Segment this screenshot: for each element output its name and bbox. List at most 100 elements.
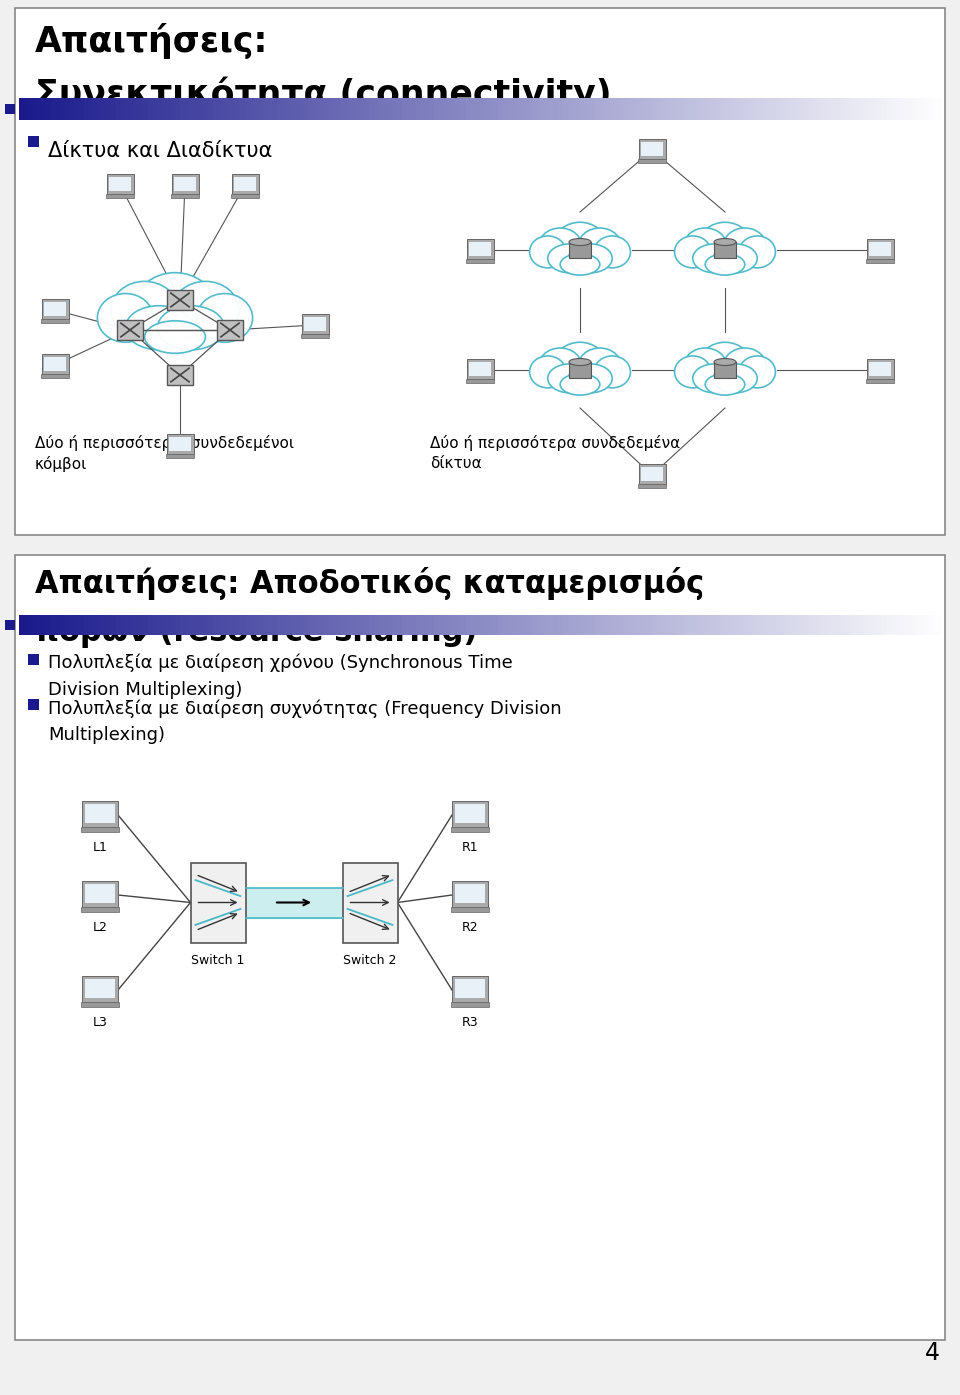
Ellipse shape <box>561 254 600 275</box>
Bar <box>844 615 850 635</box>
Bar <box>116 98 121 120</box>
Bar <box>250 615 254 635</box>
Bar <box>217 98 223 120</box>
Bar <box>849 615 853 635</box>
Bar <box>613 615 619 635</box>
Bar <box>420 98 425 120</box>
Bar <box>923 98 927 120</box>
Bar <box>194 615 200 635</box>
Bar <box>199 98 204 120</box>
Bar <box>683 98 688 120</box>
Bar <box>470 98 476 120</box>
Bar <box>881 98 886 120</box>
Ellipse shape <box>172 282 239 339</box>
Bar <box>268 98 273 120</box>
Ellipse shape <box>568 244 612 273</box>
Bar <box>840 98 845 120</box>
Bar <box>107 98 111 120</box>
Bar <box>134 98 139 120</box>
Bar <box>194 98 200 120</box>
Bar <box>240 615 246 635</box>
Text: Division Multiplexing): Division Multiplexing) <box>48 681 242 699</box>
Bar <box>936 615 942 635</box>
Bar <box>609 615 614 635</box>
Bar <box>567 98 573 120</box>
Bar <box>470 615 476 635</box>
Bar <box>927 98 932 120</box>
Bar <box>374 615 379 635</box>
Bar <box>807 615 812 635</box>
Bar <box>636 98 642 120</box>
Bar <box>701 98 707 120</box>
Bar <box>869 241 891 257</box>
Bar <box>28 135 39 146</box>
Bar <box>447 615 453 635</box>
Bar <box>752 98 757 120</box>
Bar <box>245 615 250 635</box>
Bar <box>623 98 628 120</box>
Bar <box>600 615 605 635</box>
Bar <box>143 615 149 635</box>
Bar <box>332 615 338 635</box>
Bar <box>733 98 738 120</box>
Bar <box>309 615 315 635</box>
Text: Δίκτυα και Διαδίκτυα: Δίκτυα και Διαδίκτυα <box>48 141 273 160</box>
Bar <box>701 615 707 635</box>
Bar <box>853 615 858 635</box>
Bar <box>347 98 351 120</box>
Ellipse shape <box>126 306 193 350</box>
Bar <box>176 98 180 120</box>
Bar <box>451 827 489 831</box>
Bar <box>328 615 333 635</box>
Text: Συνεκτικότητα (connectivity): Συνεκτικότητα (connectivity) <box>35 75 612 112</box>
Bar <box>866 259 894 262</box>
Bar <box>47 615 52 635</box>
Bar <box>44 357 66 371</box>
Bar <box>434 98 439 120</box>
Bar <box>455 884 485 903</box>
Bar <box>462 98 467 120</box>
Bar <box>669 98 674 120</box>
Bar <box>826 615 830 635</box>
Bar <box>761 615 766 635</box>
Bar <box>725 615 730 635</box>
Bar <box>493 615 499 635</box>
Bar <box>821 98 827 120</box>
Bar <box>738 615 743 635</box>
Bar <box>452 98 458 120</box>
Bar <box>176 615 180 635</box>
Bar <box>475 98 481 120</box>
Bar <box>853 98 858 120</box>
Ellipse shape <box>693 364 736 393</box>
Bar <box>393 615 397 635</box>
Bar <box>42 615 47 635</box>
Bar <box>397 615 402 635</box>
Bar <box>296 615 300 635</box>
Bar <box>618 98 623 120</box>
Ellipse shape <box>714 359 736 365</box>
Ellipse shape <box>97 293 154 342</box>
Bar <box>70 98 75 120</box>
Bar <box>102 615 108 635</box>
Bar <box>305 615 310 635</box>
Ellipse shape <box>197 293 252 342</box>
Bar <box>467 615 471 635</box>
Bar <box>733 615 738 635</box>
Bar <box>277 98 282 120</box>
Ellipse shape <box>594 356 631 388</box>
Bar <box>79 615 84 635</box>
Bar <box>383 615 388 635</box>
Bar <box>876 615 881 635</box>
Bar <box>139 615 144 635</box>
Bar <box>411 615 416 635</box>
Ellipse shape <box>723 347 767 386</box>
Bar <box>106 194 134 198</box>
Bar <box>590 98 596 120</box>
Bar <box>697 615 702 635</box>
Bar <box>678 615 684 635</box>
Bar <box>812 615 817 635</box>
Bar <box>480 98 485 120</box>
Bar <box>444 615 448 635</box>
Bar <box>172 174 199 194</box>
Bar <box>503 98 508 120</box>
